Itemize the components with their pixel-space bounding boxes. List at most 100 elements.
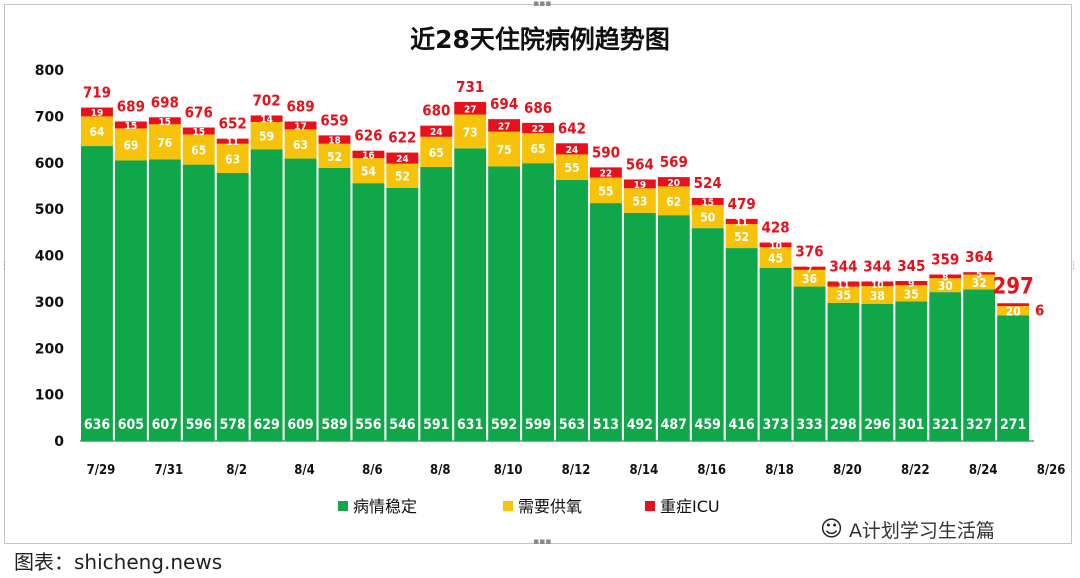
bar-segment-oxygen — [318, 143, 351, 168]
bar-segment-oxygen — [284, 129, 317, 159]
y-tick-label: 600 — [35, 156, 64, 172]
legend-label: 病情稳定 — [353, 497, 417, 516]
resize-handle-left[interactable]: ⋮ — [0, 261, 9, 271]
bar-segment-icu — [623, 179, 656, 189]
data-label-icu: 8 — [942, 272, 948, 283]
legend-label: 需要供氧 — [518, 497, 582, 516]
bar-segment-icu — [318, 135, 351, 144]
bar-segment-icu — [81, 107, 113, 117]
data-label-total: 676 — [185, 104, 213, 122]
bar-segment-icu — [250, 115, 283, 122]
data-label-stable: 556 — [355, 417, 382, 433]
data-label-total: 622 — [388, 129, 416, 147]
bar-segment-icu — [929, 274, 962, 279]
data-label-stable: 492 — [627, 417, 653, 433]
resize-handle-top[interactable]: ▪▪▪ — [533, 0, 552, 9]
data-label-total: 626 — [354, 127, 382, 145]
data-label-total: 524 — [694, 174, 722, 192]
x-tick-label: 8/2 — [226, 463, 247, 478]
data-label-stable: 301 — [898, 417, 924, 433]
bar-segment-oxygen — [488, 131, 521, 167]
data-label-total: 659 — [320, 111, 348, 129]
data-label-stable: 296 — [864, 417, 891, 433]
bar-segment-icu — [657, 177, 690, 187]
data-label-icu: 24 — [430, 127, 443, 138]
resize-handle-bottom[interactable]: ▪▪▪ — [533, 537, 552, 547]
data-label-total: 428 — [762, 219, 790, 237]
data-label-icu: 22 — [600, 168, 613, 179]
data-label-stable: 563 — [559, 417, 585, 433]
bar-segment-stable — [352, 183, 385, 441]
bar-segment-oxygen — [81, 116, 113, 147]
data-label-stable: 591 — [423, 417, 449, 433]
data-label-total: 680 — [422, 102, 450, 120]
bar-segment-icu — [454, 101, 487, 115]
data-label-oxygen: 55 — [598, 184, 613, 198]
data-label-oxygen: 65 — [191, 144, 206, 158]
data-label-oxygen: 52 — [395, 170, 410, 184]
bar-segment-oxygen — [691, 204, 724, 229]
data-label-icu: 24 — [396, 154, 409, 165]
data-label-total: 344 — [863, 257, 891, 275]
data-label-stable: 333 — [796, 417, 822, 433]
bar-segment-stable — [759, 268, 792, 441]
data-label-total: 590 — [592, 143, 620, 161]
data-label-stable: 416 — [729, 417, 756, 433]
data-label-stable: 271 — [1000, 417, 1026, 433]
data-label-oxygen: 62 — [666, 195, 681, 209]
bar-segment-oxygen — [963, 274, 996, 290]
bar-segment-oxygen — [759, 247, 792, 269]
data-label-oxygen: 20 — [1006, 305, 1021, 319]
bar-segment-icu — [793, 266, 826, 270]
data-label-oxygen: 55 — [564, 161, 579, 175]
data-label-stable: 546 — [389, 417, 416, 433]
bar-segment-oxygen — [556, 154, 588, 180]
bar-segment-oxygen — [589, 177, 622, 204]
data-label-stable: 605 — [118, 417, 144, 433]
bar-segment-oxygen — [386, 163, 419, 188]
data-label-icu: 14 — [260, 115, 273, 126]
y-tick-label: 100 — [35, 388, 64, 404]
data-label-total: 569 — [660, 153, 688, 171]
data-label-oxygen: 76 — [157, 136, 172, 150]
data-label-stable: 596 — [186, 417, 213, 433]
bar-segment-oxygen — [522, 133, 555, 164]
bar-segment-stable — [454, 148, 487, 441]
data-label-icu: 15 — [159, 117, 172, 128]
data-label-total: 702 — [253, 91, 281, 109]
bar-segment-stable — [114, 160, 147, 441]
bar-segment-oxygen — [861, 286, 894, 304]
data-label-total: 376 — [795, 243, 823, 261]
bar-segment-icu — [725, 218, 758, 224]
data-label-oxygen: 54 — [361, 165, 377, 179]
x-tick-label: 8/26 — [1037, 463, 1066, 478]
data-label-oxygen: 63 — [225, 152, 240, 166]
data-label-total: 344 — [829, 257, 857, 275]
data-label-stable: 589 — [321, 417, 347, 433]
data-label-oxygen: 38 — [870, 289, 885, 303]
bar-segment-oxygen — [929, 278, 962, 293]
data-label-oxygen: 75 — [497, 143, 512, 157]
data-label-icu: 27 — [498, 121, 511, 132]
y-tick-label: 200 — [35, 341, 64, 357]
data-label-icu: 10 — [871, 280, 884, 291]
data-label-icu: 16 — [362, 150, 375, 161]
y-tick-label: 0 — [54, 434, 64, 450]
data-label-oxygen: 45 — [768, 252, 783, 266]
data-label-stable: 321 — [932, 417, 958, 433]
bar-segment-stable — [691, 228, 724, 441]
data-label-icu: 15 — [192, 127, 205, 138]
resize-handle-right[interactable]: ⋮ — [1069, 261, 1078, 271]
data-label-total: 642 — [558, 119, 586, 137]
data-label-oxygen: 65 — [531, 142, 546, 156]
data-label-stable: 636 — [84, 417, 111, 433]
data-label-icu: 15 — [701, 197, 714, 208]
legend-swatch — [338, 501, 348, 511]
data-label-oxygen: 69 — [123, 138, 138, 152]
bar-segment-stable — [793, 286, 826, 441]
data-label-icu: 11 — [837, 280, 850, 291]
data-label-icu: 20 — [668, 178, 681, 189]
data-label-icu: 11 — [735, 217, 748, 228]
data-label-total: 364 — [965, 248, 993, 266]
